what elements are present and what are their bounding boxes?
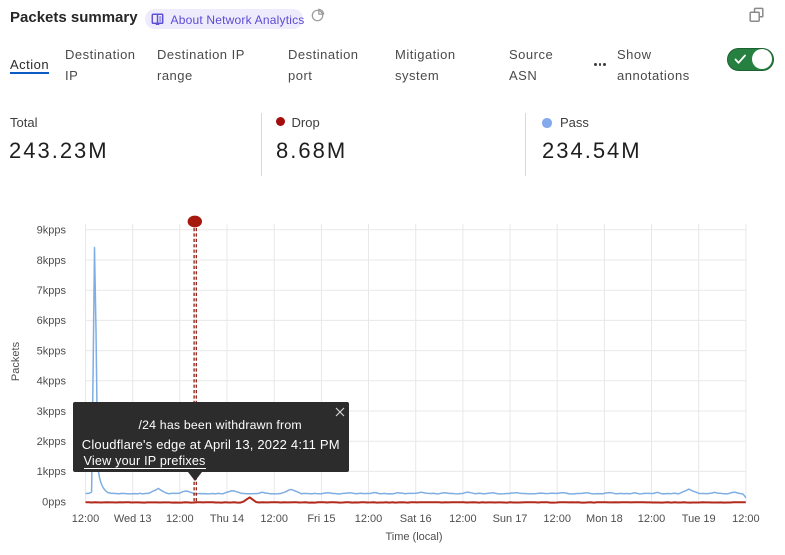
svg-text:8kpps: 8kpps: [37, 255, 67, 267]
svg-text:2kpps: 2kpps: [37, 436, 67, 448]
svg-text:12:00: 12:00: [355, 513, 383, 525]
svg-text:12:00: 12:00: [638, 513, 666, 525]
svg-text:12:00: 12:00: [166, 513, 194, 525]
svg-text:12:00: 12:00: [449, 513, 477, 525]
svg-text:5kpps: 5kpps: [37, 345, 67, 357]
svg-text:6kpps: 6kpps: [37, 315, 67, 327]
svg-text:12:00: 12:00: [260, 513, 288, 525]
svg-text:1kpps: 1kpps: [37, 466, 67, 478]
svg-text:Wed 13: Wed 13: [114, 513, 152, 525]
svg-text:12:00: 12:00: [543, 513, 571, 525]
svg-text:3kpps: 3kpps: [37, 406, 67, 418]
svg-text:Sun 17: Sun 17: [493, 513, 528, 525]
svg-text:Mon 18: Mon 18: [586, 513, 623, 525]
svg-text:9kpps: 9kpps: [37, 225, 67, 237]
svg-text:12:00: 12:00: [72, 513, 100, 525]
svg-text:7kpps: 7kpps: [37, 285, 67, 297]
svg-text:Packets: Packets: [10, 341, 22, 381]
svg-text:12:00: 12:00: [732, 513, 760, 525]
svg-text:4kpps: 4kpps: [37, 376, 67, 388]
svg-text:Sat 16: Sat 16: [400, 513, 432, 525]
svg-text:Thu 14: Thu 14: [210, 513, 244, 525]
svg-text:Fri 15: Fri 15: [307, 513, 335, 525]
svg-text:Tue 19: Tue 19: [682, 513, 716, 525]
svg-text:Time (local): Time (local): [385, 531, 442, 543]
svg-text:0pps: 0pps: [42, 496, 66, 508]
